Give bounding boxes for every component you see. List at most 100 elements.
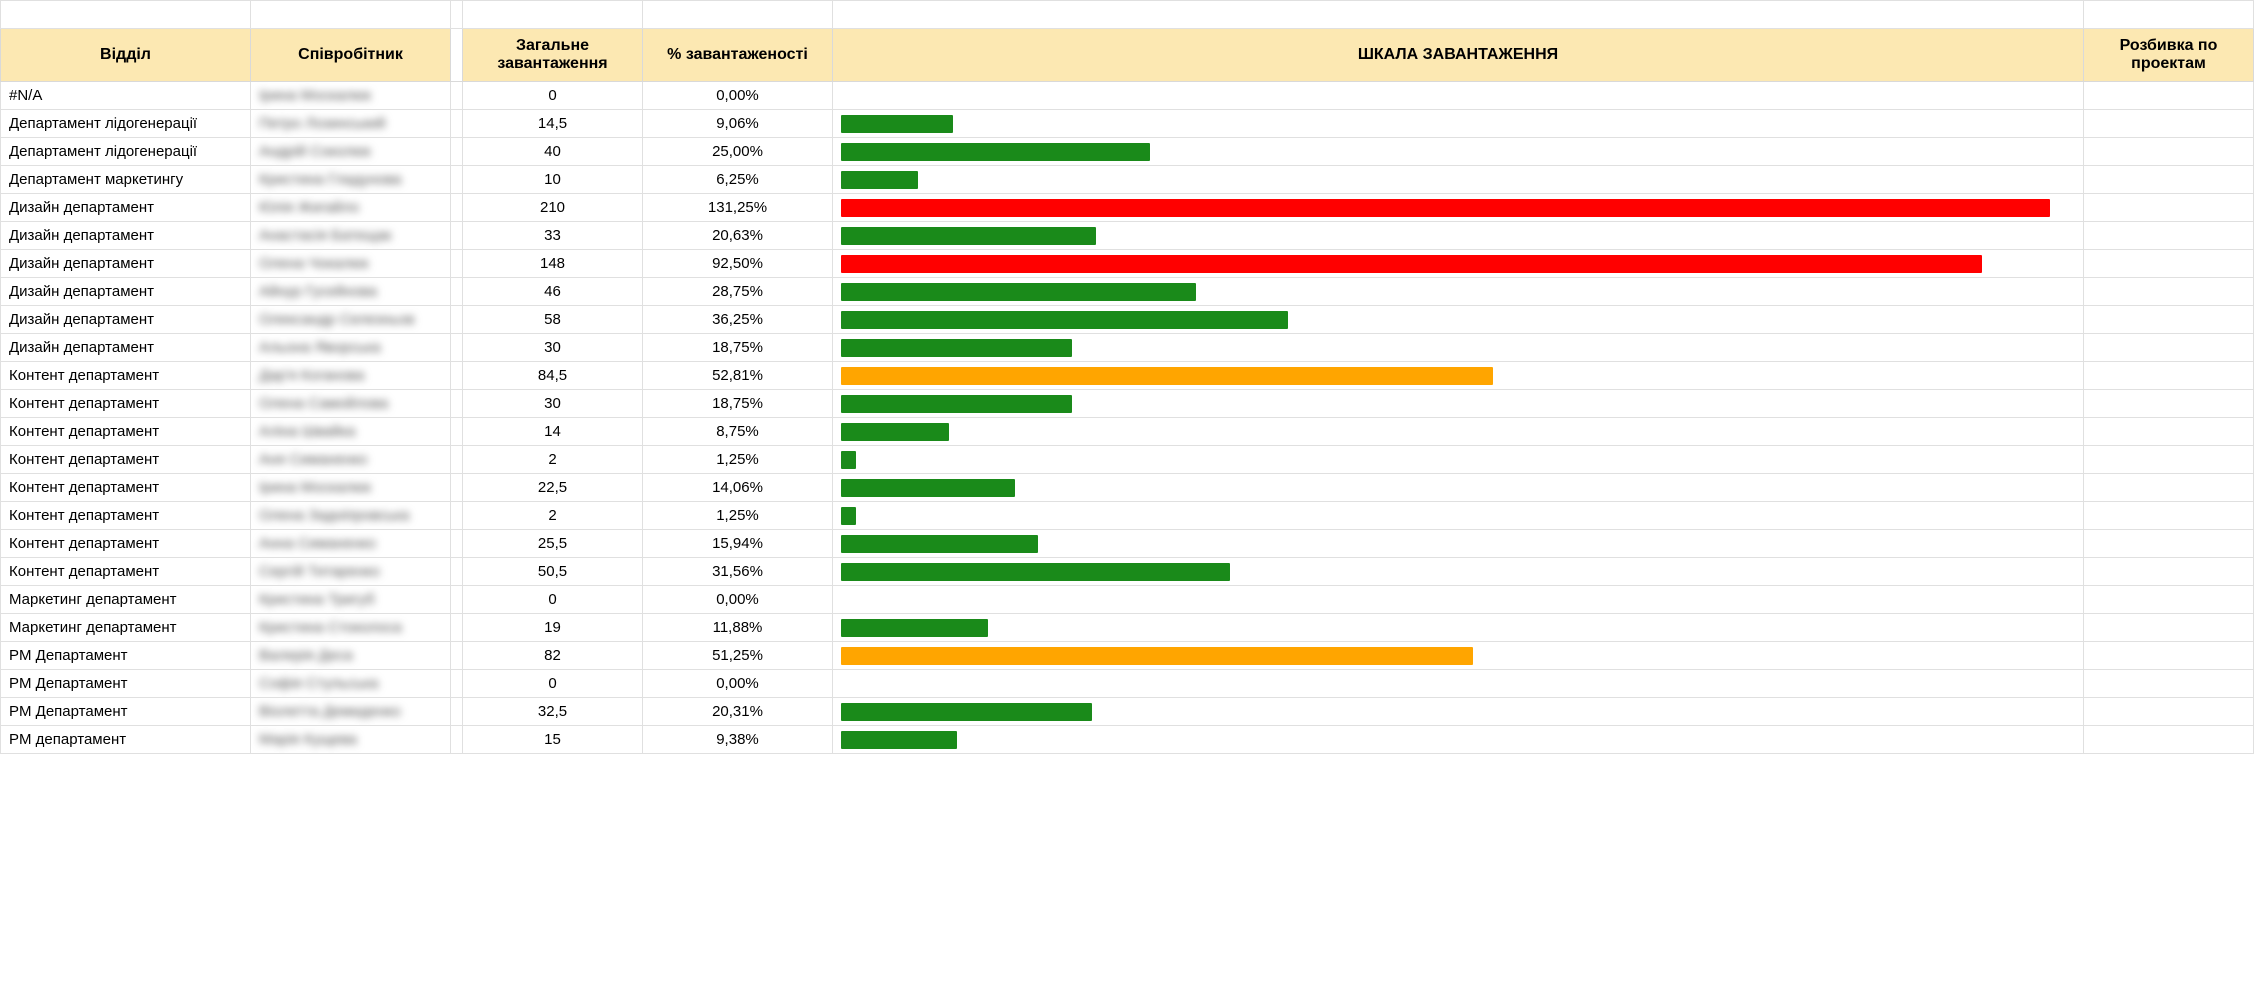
cell-total-load[interactable]: 84,5 <box>463 362 643 390</box>
cell-total-load[interactable]: 0 <box>463 82 643 110</box>
cell-employee[interactable]: Юлія Жигайло <box>251 194 451 222</box>
cell-pct-load[interactable]: 92,50% <box>643 250 833 278</box>
cell-breakdown[interactable] <box>2084 586 2254 614</box>
cell-employee[interactable]: Сергій Титаренко <box>251 558 451 586</box>
cell-pct-load[interactable]: 15,94% <box>643 530 833 558</box>
cell-total-load[interactable]: 50,5 <box>463 558 643 586</box>
cell-scale[interactable] <box>833 362 2084 390</box>
cell-dept[interactable]: Контент департамент <box>1 446 251 474</box>
cell-breakdown[interactable] <box>2084 446 2254 474</box>
cell-scale[interactable] <box>833 446 2084 474</box>
cell-employee[interactable]: Андрій Соколюк <box>251 138 451 166</box>
table-row[interactable]: PM ДепартаментСофія Стульська00,00% <box>1 670 2254 698</box>
cell-total-load[interactable]: 25,5 <box>463 530 643 558</box>
cell-employee[interactable]: Аліна Швайка <box>251 418 451 446</box>
cell-employee[interactable]: Олена Чокалюк <box>251 250 451 278</box>
header-dept[interactable]: Відділ <box>1 29 251 82</box>
header-total-load[interactable]: Загальне завантаження <box>463 29 643 82</box>
workload-table[interactable]: Відділ Співробітник Загальне завантаженн… <box>0 0 2254 754</box>
cell-employee[interactable]: Олександр Селезньов <box>251 306 451 334</box>
cell-scale[interactable] <box>833 278 2084 306</box>
cell-pct-load[interactable]: 52,81% <box>643 362 833 390</box>
cell-total-load[interactable]: 82 <box>463 642 643 670</box>
cell-breakdown[interactable] <box>2084 82 2254 110</box>
cell-dept[interactable]: Департамент лідогенерації <box>1 138 251 166</box>
cell-employee[interactable]: Олена Задніпровська <box>251 502 451 530</box>
cell-total-load[interactable]: 2 <box>463 502 643 530</box>
cell-breakdown[interactable] <box>2084 670 2254 698</box>
table-row[interactable]: Дизайн департаментАйнур Гусейнова4628,75… <box>1 278 2254 306</box>
cell-scale[interactable] <box>833 138 2084 166</box>
table-row[interactable]: Контент департаментІрина Москалюк22,514,… <box>1 474 2254 502</box>
table-row[interactable]: PM департаментМарія Кущева159,38% <box>1 726 2254 754</box>
cell-breakdown[interactable] <box>2084 306 2254 334</box>
cell-pct-load[interactable]: 20,31% <box>643 698 833 726</box>
table-row[interactable]: Контент департаментОлена Самойлова 3018,7… <box>1 390 2254 418</box>
table-row[interactable]: Контент департаментОлена Задніпровська21… <box>1 502 2254 530</box>
cell-breakdown[interactable] <box>2084 502 2254 530</box>
cell-total-load[interactable]: 22,5 <box>463 474 643 502</box>
cell-dept[interactable]: #N/A <box>1 82 251 110</box>
cell-total-load[interactable]: 30 <box>463 390 643 418</box>
table-row[interactable]: Контент департаментСергій Титаренко50,53… <box>1 558 2254 586</box>
cell-dept[interactable]: Контент департамент <box>1 558 251 586</box>
table-row[interactable]: Дизайн департаментАльона Яворська3018,75… <box>1 334 2254 362</box>
cell-scale[interactable] <box>833 586 2084 614</box>
cell-scale[interactable] <box>833 390 2084 418</box>
table-row[interactable]: #N/AІрина Москалюк00,00% <box>1 82 2254 110</box>
cell-breakdown[interactable] <box>2084 558 2254 586</box>
cell-scale[interactable] <box>833 642 2084 670</box>
cell-breakdown[interactable] <box>2084 166 2254 194</box>
cell-employee[interactable]: Віолетта Демиденко <box>251 698 451 726</box>
cell-dept[interactable]: PM Департамент <box>1 642 251 670</box>
table-row[interactable]: Контент департаментАліна Швайка 148,75% <box>1 418 2254 446</box>
cell-breakdown[interactable] <box>2084 362 2254 390</box>
cell-total-load[interactable]: 32,5 <box>463 698 643 726</box>
cell-dept[interactable]: Маркетинг департамент <box>1 614 251 642</box>
cell-scale[interactable] <box>833 306 2084 334</box>
cell-pct-load[interactable]: 25,00% <box>643 138 833 166</box>
cell-breakdown[interactable] <box>2084 614 2254 642</box>
cell-pct-load[interactable]: 36,25% <box>643 306 833 334</box>
cell-dept[interactable]: Департамент маркетингу <box>1 166 251 194</box>
header-pct-load[interactable]: % завантаженості <box>643 29 833 82</box>
table-row[interactable]: Дизайн департаментАнастасія Батещак3320,… <box>1 222 2254 250</box>
cell-pct-load[interactable]: 131,25% <box>643 194 833 222</box>
cell-pct-load[interactable]: 8,75% <box>643 418 833 446</box>
cell-dept[interactable]: Контент департамент <box>1 418 251 446</box>
cell-scale[interactable] <box>833 194 2084 222</box>
cell-dept[interactable]: Дизайн департамент <box>1 278 251 306</box>
cell-pct-load[interactable]: 11,88% <box>643 614 833 642</box>
cell-scale[interactable] <box>833 166 2084 194</box>
cell-breakdown[interactable] <box>2084 110 2254 138</box>
cell-employee[interactable]: Олена Самойлова <box>251 390 451 418</box>
cell-scale[interactable] <box>833 334 2084 362</box>
cell-pct-load[interactable]: 18,75% <box>643 390 833 418</box>
cell-total-load[interactable]: 0 <box>463 586 643 614</box>
cell-breakdown[interactable] <box>2084 726 2254 754</box>
cell-dept[interactable]: Департамент лідогенерації <box>1 110 251 138</box>
cell-employee[interactable]: Валерія Деса <box>251 642 451 670</box>
cell-dept[interactable]: Контент департамент <box>1 362 251 390</box>
cell-employee[interactable]: Дар'я Коганова <box>251 362 451 390</box>
cell-employee[interactable]: Аня Симаненко <box>251 446 451 474</box>
table-row[interactable]: Дизайн департаментОлександр Селезньов583… <box>1 306 2254 334</box>
cell-total-load[interactable]: 46 <box>463 278 643 306</box>
cell-dept[interactable]: Контент департамент <box>1 474 251 502</box>
table-row[interactable]: Дизайн департаментОлена Чокалюк14892,50% <box>1 250 2254 278</box>
cell-pct-load[interactable]: 0,00% <box>643 82 833 110</box>
cell-dept[interactable]: Контент департамент <box>1 390 251 418</box>
cell-scale[interactable] <box>833 614 2084 642</box>
cell-employee[interactable]: Кристина Гладунова <box>251 166 451 194</box>
cell-employee[interactable]: Анна Симаненко <box>251 530 451 558</box>
cell-scale[interactable] <box>833 474 2084 502</box>
cell-scale[interactable] <box>833 110 2084 138</box>
cell-total-load[interactable]: 148 <box>463 250 643 278</box>
cell-total-load[interactable]: 14 <box>463 418 643 446</box>
cell-dept[interactable]: PM Департамент <box>1 698 251 726</box>
cell-scale[interactable] <box>833 82 2084 110</box>
header-scale[interactable]: ШКАЛА ЗАВАНТАЖЕННЯ <box>833 29 2084 82</box>
table-row[interactable]: Департамент лідогенераціїАндрій Соколюк 4… <box>1 138 2254 166</box>
cell-total-load[interactable]: 40 <box>463 138 643 166</box>
cell-pct-load[interactable]: 6,25% <box>643 166 833 194</box>
